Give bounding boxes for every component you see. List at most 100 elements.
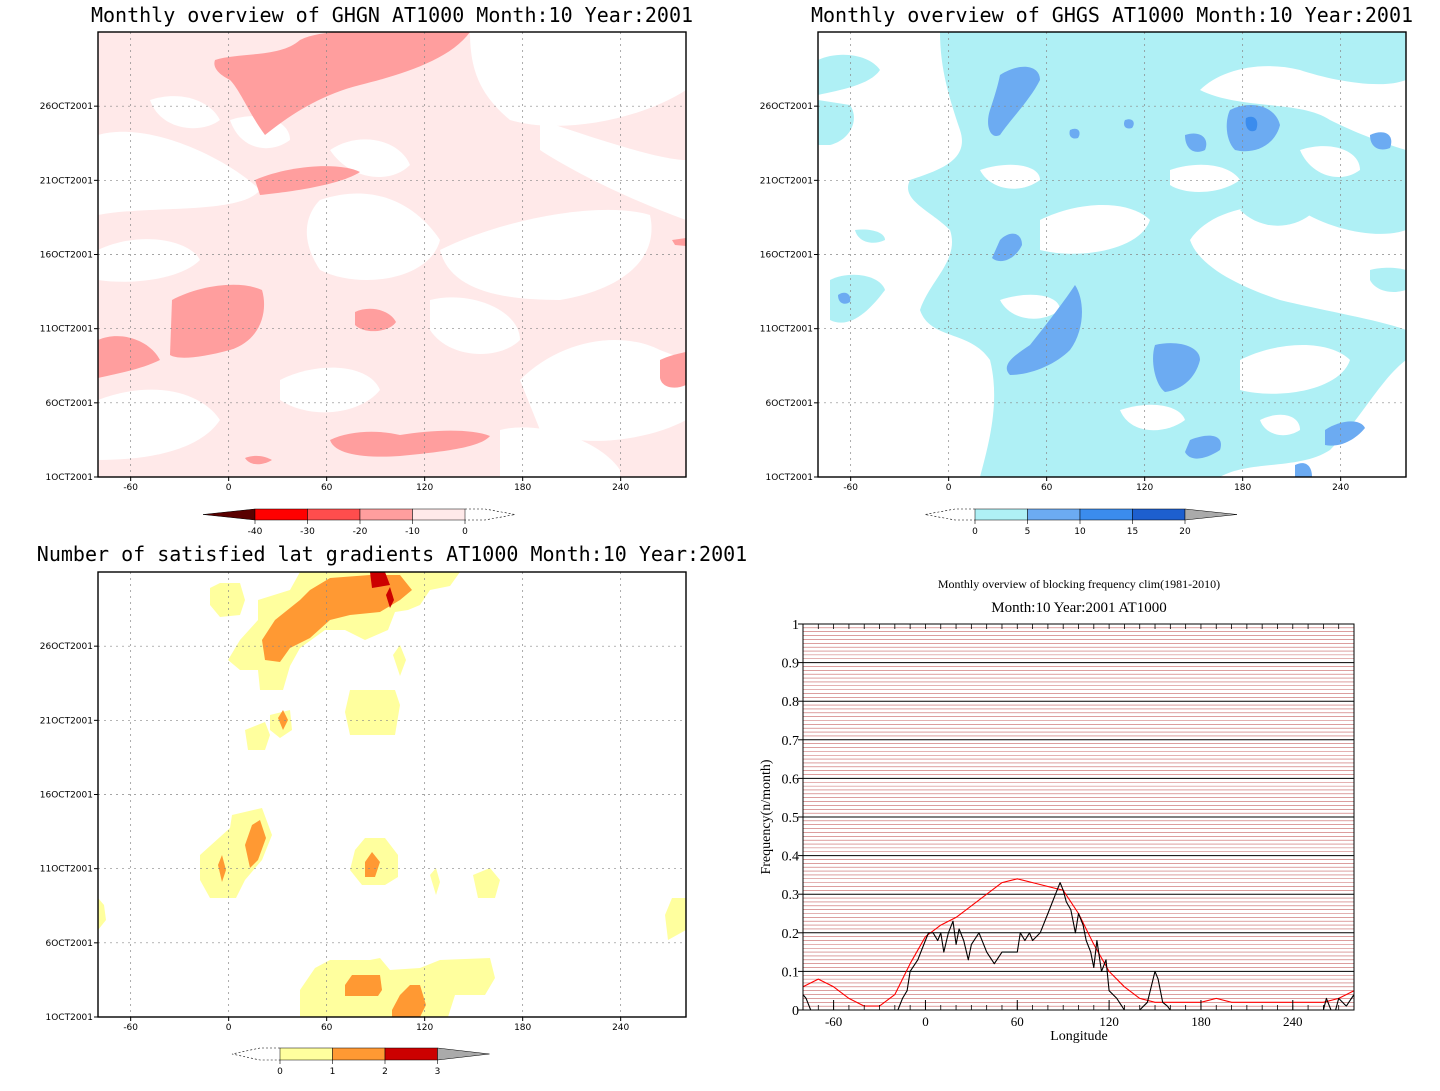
x-tick-label: -60 <box>843 483 858 493</box>
x-tick-label: 120 <box>416 483 433 493</box>
x-tick-label: 0 <box>226 1023 232 1033</box>
colorbar-low-arrow <box>202 508 256 521</box>
colorbar-label: -10 <box>405 527 420 537</box>
colorbar-label: 15 <box>1127 527 1138 537</box>
colorbar-box <box>1027 508 1081 521</box>
y-tick-label: 0 <box>792 1004 799 1019</box>
panel-ghgn-title: Monthly overview of GHGN AT1000 Month:10… <box>91 3 693 27</box>
lat-gradients-x-axis: -60 0 60 120 180 240 <box>123 1017 630 1033</box>
blocking-title: Monthly overview of blocking frequency c… <box>938 577 1220 591</box>
colorbar-box <box>1132 508 1186 521</box>
y-tick-label: 1OCT2001 <box>766 473 814 483</box>
y-tick-label: 0.1 <box>782 965 800 980</box>
colorbar-label: -40 <box>248 527 263 537</box>
y-tick-label: 6OCT2001 <box>46 939 94 949</box>
x-tick-label: -60 <box>825 1014 842 1029</box>
colorbar-box <box>974 508 1028 521</box>
ghgn-x-axis: -60 0 60 120 180 240 <box>123 477 630 493</box>
y-tick-label: 0.8 <box>782 695 800 710</box>
y-tick-label: 11OCT2001 <box>40 865 93 875</box>
ghgn-minus10-regions <box>98 32 686 465</box>
colorbar-box <box>307 508 361 521</box>
x-tick-label: 60 <box>321 483 333 493</box>
colorbar-box <box>332 1047 386 1061</box>
colorbar-label: 1 <box>330 1067 336 1077</box>
colorbar-label: 3 <box>435 1067 441 1077</box>
x-tick-label: -60 <box>123 1023 138 1033</box>
panel-blocking-frequency: Monthly overview of blocking frequency c… <box>759 577 1355 1044</box>
panel-ghgs-title: Monthly overview of GHGS AT1000 Month:10… <box>811 3 1413 27</box>
y-tick-label: 6OCT2001 <box>766 399 814 409</box>
panel-ghgs: Monthly overview of GHGS AT1000 Month:10… <box>760 3 1413 537</box>
y-tick-label: 0.3 <box>782 888 800 903</box>
x-tick-label: 240 <box>1332 483 1349 493</box>
x-tick-label: 120 <box>1099 1014 1119 1029</box>
colorbar-label: -20 <box>353 527 368 537</box>
x-tick-label: 180 <box>1234 483 1251 493</box>
blocking-gridlines <box>803 627 1354 1007</box>
x-tick-label: 120 <box>416 1023 433 1033</box>
blocking-y-label: Frequency(n/month) <box>759 759 774 874</box>
x-tick-label: 180 <box>514 483 531 493</box>
ghgs-y-axis: 1OCT2001 6OCT2001 11OCT2001 16OCT2001 21OCT2… <box>760 102 818 483</box>
colorbar-low-arrow <box>924 508 975 521</box>
ghgn-y-axis: 1OCT2001 6OCT2001 11OCT2001 16OCT2001 21OCT2… <box>40 102 98 483</box>
y-tick-label: 21OCT2001 <box>40 716 93 726</box>
y-tick-label: 16OCT2001 <box>40 791 93 801</box>
x-tick-label: 0 <box>922 1014 929 1029</box>
y-tick-label: 1OCT2001 <box>46 1013 94 1023</box>
colorbar-high-arrow <box>465 508 516 521</box>
ghgn-zero-regions <box>98 32 686 477</box>
colorbar-high-arrow <box>1184 508 1238 521</box>
colorbar-box <box>1079 508 1133 521</box>
y-tick-label: 0.5 <box>782 811 800 826</box>
y-tick-label: 0.9 <box>782 657 800 672</box>
x-tick-label: 60 <box>1041 483 1053 493</box>
colorbar-box <box>412 508 466 521</box>
x-tick-label: 180 <box>1191 1014 1211 1029</box>
lat-gradients-level-2-regions <box>218 575 426 1017</box>
colorbar-label: 2 <box>382 1067 388 1077</box>
y-tick-label: 1 <box>792 618 799 633</box>
blocking-subtitle: Month:10 Year:2001 AT1000 <box>991 600 1166 616</box>
x-tick-label: 240 <box>612 483 629 493</box>
colorbar-label: 0 <box>972 527 978 537</box>
ghgs-10-15-regions <box>1245 116 1258 132</box>
colorbar-label: -30 <box>300 527 315 537</box>
panel-ghgn: Monthly overview of GHGN AT1000 Month:10… <box>40 3 693 537</box>
colorbar-label: 5 <box>1025 527 1031 537</box>
y-tick-label: 26OCT2001 <box>40 102 93 112</box>
x-tick-label: -60 <box>123 483 138 493</box>
x-tick-label: 120 <box>1136 483 1153 493</box>
series-line-monthly <box>803 882 1354 1010</box>
lat-gradients-colorbar: 0 1 2 3 <box>231 1047 490 1077</box>
y-tick-label: 21OCT2001 <box>760 176 813 186</box>
lat-gradients-y-axis: 1OCT2001 6OCT2001 11OCT2001 16OCT2001 21OCT2… <box>40 642 98 1023</box>
colorbar-box <box>279 1047 333 1061</box>
x-tick-label: 180 <box>514 1023 531 1033</box>
y-tick-label: 6OCT2001 <box>46 399 94 409</box>
ghgs-gaps <box>980 146 1360 436</box>
blocking-y-axis: 0 0.1 0.2 0.3 0.4 0.5 0.6 0.7 0.8 0.9 1 <box>782 618 803 1019</box>
colorbar-label: 20 <box>1179 527 1191 537</box>
ghgn-colorbar: -40 -30 -20 -10 0 <box>202 508 516 537</box>
y-tick-label: 26OCT2001 <box>40 642 93 652</box>
colorbar-label: 0 <box>462 527 468 537</box>
y-tick-label: 21OCT2001 <box>40 176 93 186</box>
colorbar-label: 10 <box>1074 527 1086 537</box>
x-tick-label: 240 <box>1283 1014 1303 1029</box>
y-tick-label: 11OCT2001 <box>760 325 813 335</box>
ghgs-x-axis: -60 0 60 120 180 240 <box>843 477 1350 493</box>
colorbar-box <box>254 508 308 521</box>
x-tick-label: 240 <box>612 1023 629 1033</box>
x-tick-label: 0 <box>226 483 232 493</box>
x-tick-label: 60 <box>321 1023 333 1033</box>
y-tick-label: 0.2 <box>782 927 800 942</box>
y-tick-label: 0.4 <box>782 850 800 865</box>
y-tick-label: 0.7 <box>782 734 800 749</box>
panel-lat-gradients: Number of satisfied lat gradients AT1000… <box>37 542 747 1077</box>
x-tick-label: 0 <box>946 483 952 493</box>
y-tick-label: 16OCT2001 <box>760 251 813 261</box>
x-tick-label: 60 <box>1011 1014 1024 1029</box>
